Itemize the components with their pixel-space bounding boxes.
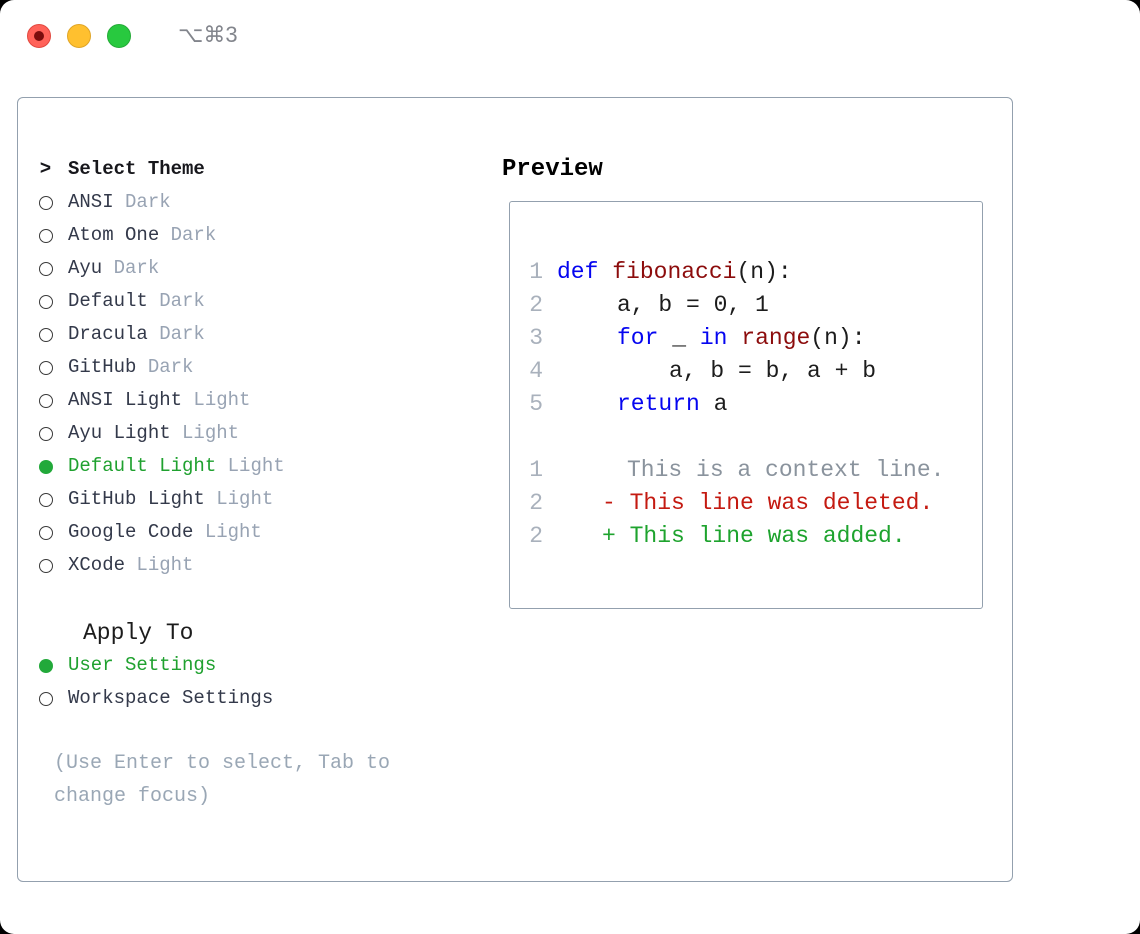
svg-text:⌥⌘3: ⌥⌘3 — [178, 22, 238, 47]
